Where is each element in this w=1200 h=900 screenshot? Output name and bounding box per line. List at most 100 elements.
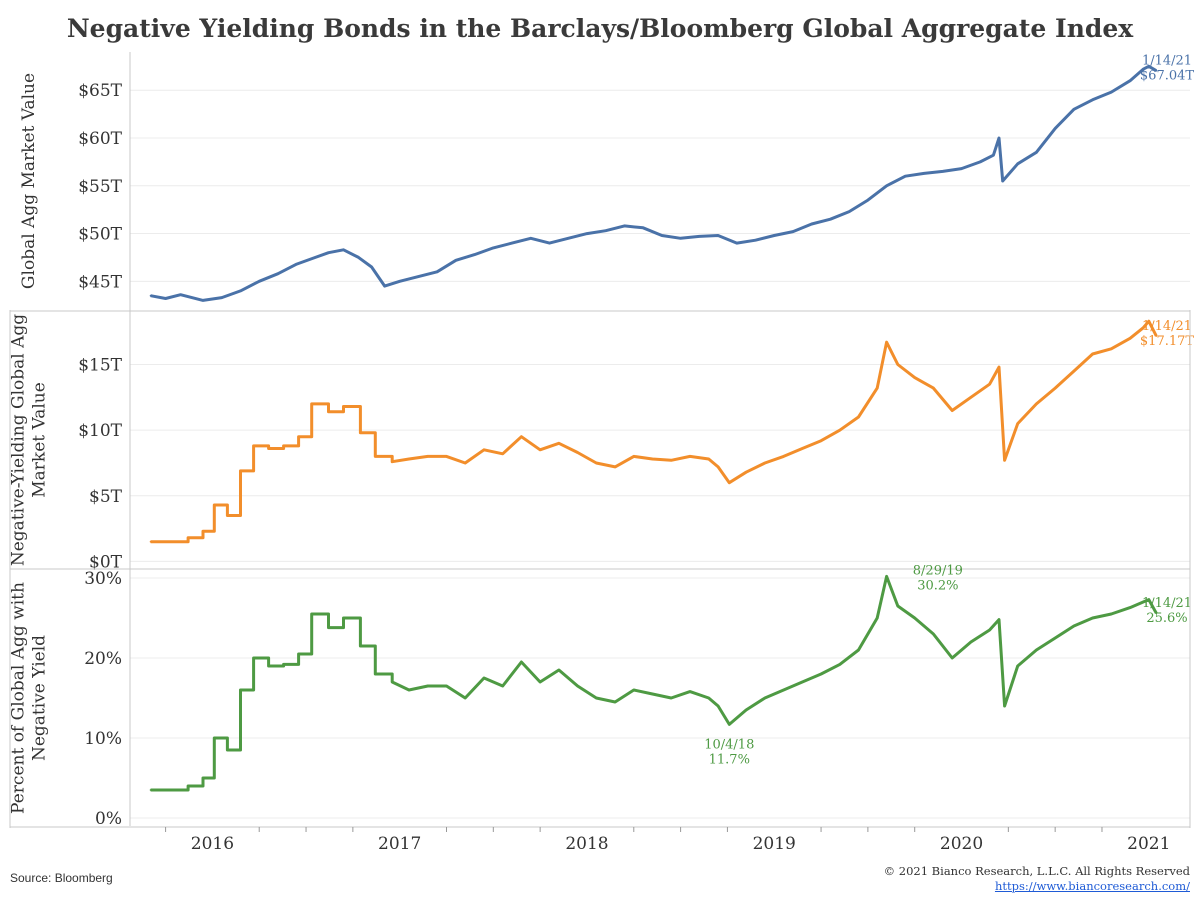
data-point (661, 234, 663, 237)
data-point (282, 445, 285, 447)
data-point (501, 685, 504, 687)
y-axis-title-line: Percent of Global Agg with (9, 582, 29, 814)
data-point (1016, 422, 1019, 425)
annotation-date: 10/4/18 (704, 737, 754, 752)
data-point (970, 396, 972, 399)
data-point (327, 613, 330, 615)
data-point (267, 445, 270, 447)
data-point (202, 299, 204, 302)
data-point (773, 234, 776, 237)
data-point (239, 290, 242, 292)
y-tick-label: 10% (84, 729, 122, 749)
series-line (150, 319, 1158, 544)
x-tick-label: 2018 (565, 834, 608, 854)
data-point (1129, 337, 1131, 340)
data-point (258, 280, 261, 283)
data-point (896, 605, 899, 607)
data-point (801, 681, 804, 683)
data-point (539, 448, 541, 451)
data-point (670, 459, 673, 462)
data-point (359, 645, 362, 647)
y-axis-title: Global Agg Market Value (19, 73, 39, 289)
data-point (857, 416, 860, 418)
data-point (707, 458, 710, 460)
data-point (187, 540, 190, 543)
data-point (391, 455, 394, 458)
data-point (1035, 403, 1038, 405)
y-tick-label: $65T (78, 81, 122, 101)
y-axis-title: Percent of Global Agg withNegative Yield (9, 582, 50, 814)
data-point (885, 184, 888, 187)
data-point (670, 697, 673, 699)
data-point (359, 405, 362, 408)
data-point (792, 230, 794, 233)
y-axis-title: Negative-Yielding Global AggMarket Value (9, 314, 50, 566)
data-point (913, 376, 916, 379)
data-point (327, 410, 330, 413)
data-point (1073, 625, 1075, 627)
data-point (998, 137, 1000, 139)
data-point (455, 259, 457, 262)
data-point (436, 270, 438, 273)
data-point (374, 673, 377, 675)
data-point (567, 237, 570, 240)
data-point (838, 429, 841, 432)
data-point (848, 210, 851, 213)
data-point (801, 447, 804, 450)
data-point (149, 294, 152, 297)
data-point (239, 514, 242, 517)
data-point (501, 452, 504, 455)
data-point (408, 689, 410, 691)
data-point (391, 673, 394, 675)
x-tick-label: 2019 (753, 834, 796, 854)
data-point (529, 237, 532, 240)
data-point (445, 685, 448, 687)
data-point (252, 445, 255, 447)
data-point (717, 466, 719, 468)
x-tick-label: 2016 (191, 834, 234, 854)
data-point (277, 272, 279, 275)
data-point (820, 439, 822, 442)
data-point (282, 447, 285, 450)
data-point (342, 617, 345, 619)
data-point (1110, 347, 1113, 350)
y-tick-label: $15T (78, 356, 122, 376)
data-point (998, 366, 1000, 368)
data-point (187, 789, 190, 791)
data-point (951, 657, 954, 659)
annotation-value: $67.04T (1140, 69, 1194, 84)
data-point (689, 455, 691, 458)
data-point (1016, 665, 1019, 667)
data-point (689, 690, 691, 693)
data-point (220, 296, 223, 299)
data-point (473, 253, 476, 256)
data-point (483, 448, 485, 451)
data-point (1110, 613, 1113, 615)
data-point (426, 455, 429, 458)
data-point (295, 263, 298, 265)
data-point (707, 697, 710, 699)
data-point (370, 266, 373, 268)
y-tick-label: $0T (89, 552, 123, 572)
data-point (820, 673, 822, 675)
series-line (150, 64, 1158, 302)
data-point (1035, 151, 1038, 154)
data-point (614, 701, 616, 703)
website-link[interactable]: https://www.biancoresearch.com/ (994, 879, 1190, 893)
data-point (1142, 601, 1145, 603)
data-point (359, 617, 362, 619)
data-point (1016, 162, 1019, 165)
data-point (745, 471, 747, 474)
data-point (520, 661, 523, 663)
data-point (1091, 98, 1094, 101)
data-point (342, 248, 345, 251)
copyright-text: © 2021 Bianco Research, L.L.C. All Right… (883, 864, 1190, 878)
data-point (885, 341, 888, 344)
data-point (1147, 65, 1150, 68)
data-point (782, 455, 785, 458)
data-point (398, 280, 401, 283)
data-point (327, 251, 330, 254)
x-tick-label: 2020 (940, 834, 983, 854)
data-point (1091, 617, 1094, 619)
